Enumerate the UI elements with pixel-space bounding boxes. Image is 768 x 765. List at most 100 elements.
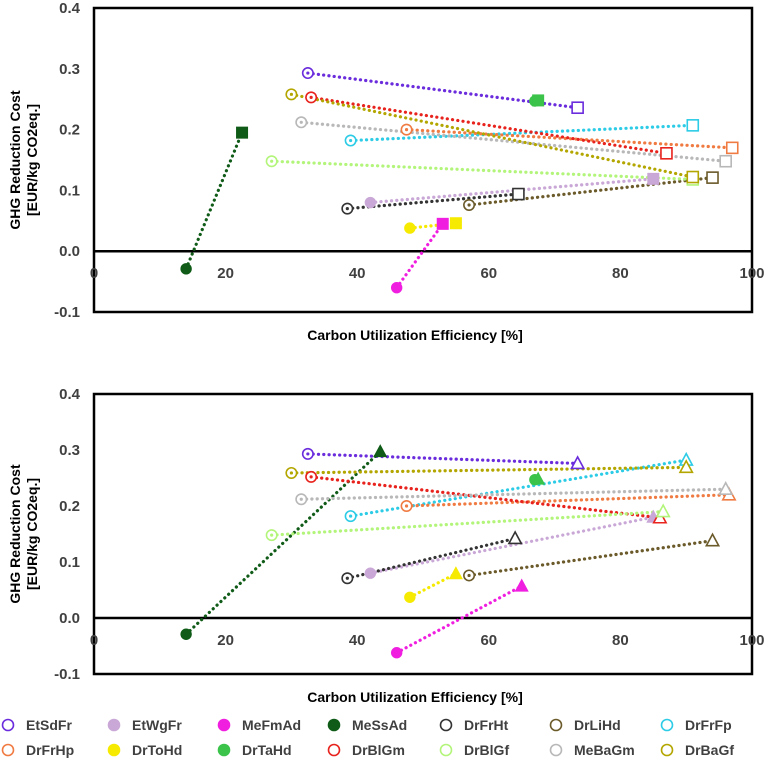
legend-marker — [1, 743, 15, 757]
marker-end-DrFrFp — [686, 119, 700, 132]
legend-marker — [549, 718, 563, 732]
chart-bottom: -0.1 0.0 0.1 0.2 0.3 0.4 0 20 40 60 80 100 Carbon Ut… — [7, 386, 765, 705]
legend-marker — [107, 743, 121, 757]
marker-end-DrLiHd — [706, 171, 719, 184]
marker-start-DrFrHp-dot — [404, 128, 409, 132]
marker-end-DrFrHp — [725, 141, 739, 155]
marker-start-DrLiHd-dot — [467, 573, 471, 578]
marker-end-MeSsAd — [373, 444, 388, 458]
legend-item-DrLiHd: DrLiHd — [549, 717, 621, 733]
legend-label: EtWgFr — [132, 717, 182, 733]
legend-marker — [107, 718, 121, 732]
series-line-DrToHd — [408, 221, 458, 230]
legend-label: DrFrHt — [464, 717, 509, 733]
legend-label: MeSsAd — [352, 717, 407, 733]
series-line-DrFrHt — [345, 536, 517, 580]
series-line-MeBaGm — [299, 120, 728, 163]
marker-end-MeFmAd — [436, 217, 449, 230]
series-line-MeBaGm — [299, 487, 728, 501]
marker-end-EtSdFr — [571, 101, 584, 115]
series-line-DrLiHd — [467, 176, 715, 207]
marker-start-DrFrHt-dot — [345, 576, 349, 580]
legend-label: EtSdFr — [26, 717, 72, 733]
series-line-DrFrHp — [404, 493, 731, 508]
x-tick-label: 100 — [739, 265, 764, 282]
y-tick-label: 0.3 — [59, 442, 80, 459]
series-line-DrBlGf — [270, 159, 695, 182]
legend-item-MeSsAd: MeSsAd — [327, 717, 407, 733]
legend-label: DrBlGf — [464, 742, 509, 758]
legend-item-DrFrFp: DrFrFp — [660, 717, 732, 733]
marker-start-DrToHd — [404, 222, 416, 234]
series-line-DrFrHp — [404, 128, 734, 150]
y-axis-title: GHG Reduction Cost[EUR/kg CO2eq.] — [7, 90, 40, 230]
y-tick-label: -0.1 — [54, 304, 80, 321]
x-axis-title: Carbon Utilization Efficiency [%] — [307, 327, 522, 343]
legend-label: MeBaGm — [574, 742, 635, 758]
legend-marker — [1, 718, 15, 732]
series-line-DrBlGm — [309, 95, 669, 155]
legend-item-DrBlGf: DrBlGf — [439, 742, 509, 758]
marker-end-DrBaGf — [678, 459, 694, 474]
legend-marker — [327, 743, 341, 757]
marker-start-EtWgFr — [364, 567, 377, 579]
y-tick-label: 0.0 — [59, 243, 80, 260]
x-tick-label: 0 — [90, 265, 98, 282]
x-tick-label: 20 — [217, 265, 234, 282]
y-axis-title-line: [EUR/kg CO2eq.] — [24, 478, 40, 590]
marker-start-MeSsAd — [180, 263, 192, 275]
marker-end-DrLiHd — [704, 532, 721, 547]
legend-item-MeBaGm: MeBaGm — [549, 742, 635, 758]
marker-end-DrBaGf — [686, 170, 700, 184]
y-axis-title-line: GHG Reduction Cost — [7, 90, 23, 230]
legend-label: DrFrHp — [26, 742, 74, 758]
marker-start-DrFrFp-dot — [349, 138, 353, 143]
marker-end-DrToHd — [448, 566, 463, 580]
marker-end-DrBlGf — [655, 503, 671, 518]
x-tick-label: 20 — [217, 632, 234, 649]
legend-label: DrToHd — [132, 742, 182, 758]
legend-item-DrTaHd: DrTaHd — [217, 742, 292, 758]
marker-start-DrToHd — [404, 591, 416, 603]
marker-end-EtSdFr — [570, 455, 586, 470]
y-tick-label: 0.0 — [59, 610, 80, 627]
series-line-DrFrFp — [349, 123, 695, 143]
marker-start-DrBaGf-dot — [289, 471, 293, 475]
legend-marker — [327, 718, 341, 732]
marker-start-DrBlGm-dot — [309, 475, 313, 479]
series-line-MeSsAd — [184, 450, 382, 636]
series-line-MeSsAd — [184, 131, 244, 271]
series-line-DrBaGf — [289, 92, 695, 179]
legend-label: DrBlGm — [352, 742, 405, 758]
x-tick-label: 80 — [612, 632, 629, 649]
y-tick-label: 0.2 — [59, 498, 80, 515]
series-line-EtWgFr — [368, 177, 655, 205]
plot-frame — [92, 392, 754, 676]
x-tick-label: 80 — [612, 265, 629, 282]
series-line-DrBaGf — [289, 465, 688, 475]
legend-label: DrBaGf — [685, 742, 734, 758]
legend-marker — [549, 743, 563, 757]
legend-item-DrFrHp: DrFrHp — [1, 742, 74, 758]
marker-start-DrBlGm-dot — [309, 95, 313, 99]
x-tick-label: 0 — [90, 632, 98, 649]
marker-end-DrFrHt — [507, 530, 523, 545]
y-tick-label: 0.4 — [59, 386, 81, 403]
marker-start-MeFmAd — [390, 281, 403, 294]
legend-item-MeFmAd: MeFmAd — [217, 717, 301, 733]
series-line-DrLiHd — [467, 539, 715, 578]
y-tick-label: 0.1 — [59, 554, 80, 571]
series-line-DrFrHt — [345, 192, 521, 211]
x-axis-title: Carbon Utilization Efficiency [%] — [307, 689, 522, 705]
x-tick-label: 60 — [480, 632, 497, 649]
marker-start-DrFrFp-dot — [349, 514, 353, 518]
marker-end-DrToHd — [449, 217, 462, 230]
marker-end-DrTaHd — [531, 471, 546, 485]
y-axis-title: GHG Reduction Cost[EUR/kg CO2eq.] — [7, 464, 40, 604]
legend-marker — [439, 718, 453, 732]
legend-label: MeFmAd — [242, 717, 301, 733]
y-tick-label: 0.4 — [59, 0, 81, 17]
series-line-DrBlGf — [270, 510, 665, 537]
marker-start-EtSdFr-dot — [306, 71, 310, 75]
marker-start-DrBlGf-dot — [270, 533, 274, 537]
